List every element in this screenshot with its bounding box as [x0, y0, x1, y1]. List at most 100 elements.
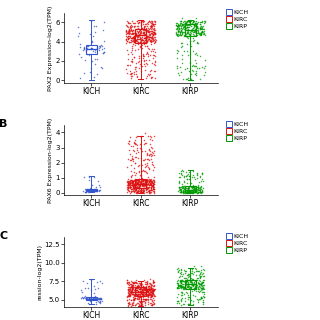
Point: [139, 28, 144, 34]
Point: [129, 169, 134, 174]
Point: [144, 181, 149, 186]
Point: [146, 188, 151, 194]
Point: [196, 188, 201, 193]
Point: [196, 31, 201, 36]
Point: [129, 177, 134, 182]
Point: [152, 185, 157, 190]
Point: [150, 288, 155, 293]
Point: [151, 32, 156, 37]
Point: [140, 181, 145, 186]
Point: [190, 189, 195, 194]
Point: [145, 156, 150, 161]
Point: [134, 183, 140, 188]
Point: [175, 282, 180, 287]
Point: [198, 21, 203, 27]
Point: [146, 281, 151, 286]
Point: [124, 30, 129, 35]
Point: [199, 24, 204, 29]
Point: [142, 288, 147, 293]
Point: [189, 281, 194, 286]
Point: [127, 190, 132, 195]
Point: [88, 296, 93, 301]
Point: [183, 284, 188, 289]
Point: [133, 150, 139, 156]
Point: [134, 177, 139, 182]
Point: [145, 288, 150, 293]
Point: [195, 275, 200, 280]
Point: [86, 175, 91, 180]
Point: [131, 284, 136, 289]
Point: [182, 27, 187, 32]
Point: [152, 292, 157, 298]
Point: [199, 176, 204, 181]
Point: [149, 290, 154, 295]
Point: [87, 190, 92, 195]
Point: [142, 23, 148, 28]
Point: [145, 152, 150, 157]
Point: [149, 178, 154, 183]
Point: [141, 189, 146, 195]
Point: [150, 187, 155, 192]
Point: [199, 284, 204, 289]
Point: [181, 23, 186, 28]
Point: [183, 296, 188, 301]
Point: [127, 292, 132, 297]
Point: [145, 35, 150, 40]
Point: [77, 41, 83, 46]
Point: [140, 30, 145, 36]
Point: [180, 285, 185, 290]
Point: [128, 292, 133, 297]
Point: [130, 36, 135, 41]
Point: [190, 283, 195, 288]
Point: [150, 183, 156, 188]
Point: [177, 32, 182, 37]
Point: [140, 28, 146, 33]
Point: [141, 178, 146, 183]
Point: [178, 187, 183, 192]
Point: [149, 37, 154, 43]
Point: [180, 23, 185, 28]
Point: [134, 184, 139, 189]
Point: [134, 142, 139, 147]
Point: [185, 187, 190, 192]
Point: [191, 22, 196, 27]
Point: [91, 75, 96, 80]
Point: [134, 65, 139, 70]
Point: [152, 20, 157, 25]
Point: [140, 291, 146, 296]
Point: [194, 185, 199, 190]
Point: [179, 21, 184, 26]
Point: [136, 30, 141, 35]
Point: [178, 21, 183, 26]
Point: [137, 294, 142, 300]
Point: [149, 19, 155, 24]
Point: [174, 278, 179, 284]
Point: [129, 71, 134, 76]
Point: [126, 187, 131, 192]
Point: [145, 292, 150, 297]
Point: [126, 186, 131, 191]
Point: [191, 298, 196, 303]
Point: [131, 280, 136, 285]
Point: [195, 65, 200, 70]
Point: [130, 283, 135, 288]
Point: [131, 71, 136, 76]
Point: [189, 190, 194, 195]
Point: [129, 292, 134, 297]
Point: [146, 51, 151, 56]
Point: [91, 188, 96, 193]
Point: [82, 57, 87, 62]
Point: [149, 19, 154, 24]
Point: [179, 23, 184, 28]
Point: [152, 189, 157, 195]
Point: [146, 189, 151, 194]
Point: [180, 286, 186, 291]
Point: [138, 61, 143, 67]
Point: [191, 38, 196, 43]
Point: [184, 279, 189, 284]
Point: [196, 65, 201, 70]
Point: [142, 35, 147, 40]
Point: [145, 287, 150, 292]
Point: [188, 286, 194, 291]
Point: [140, 293, 145, 299]
